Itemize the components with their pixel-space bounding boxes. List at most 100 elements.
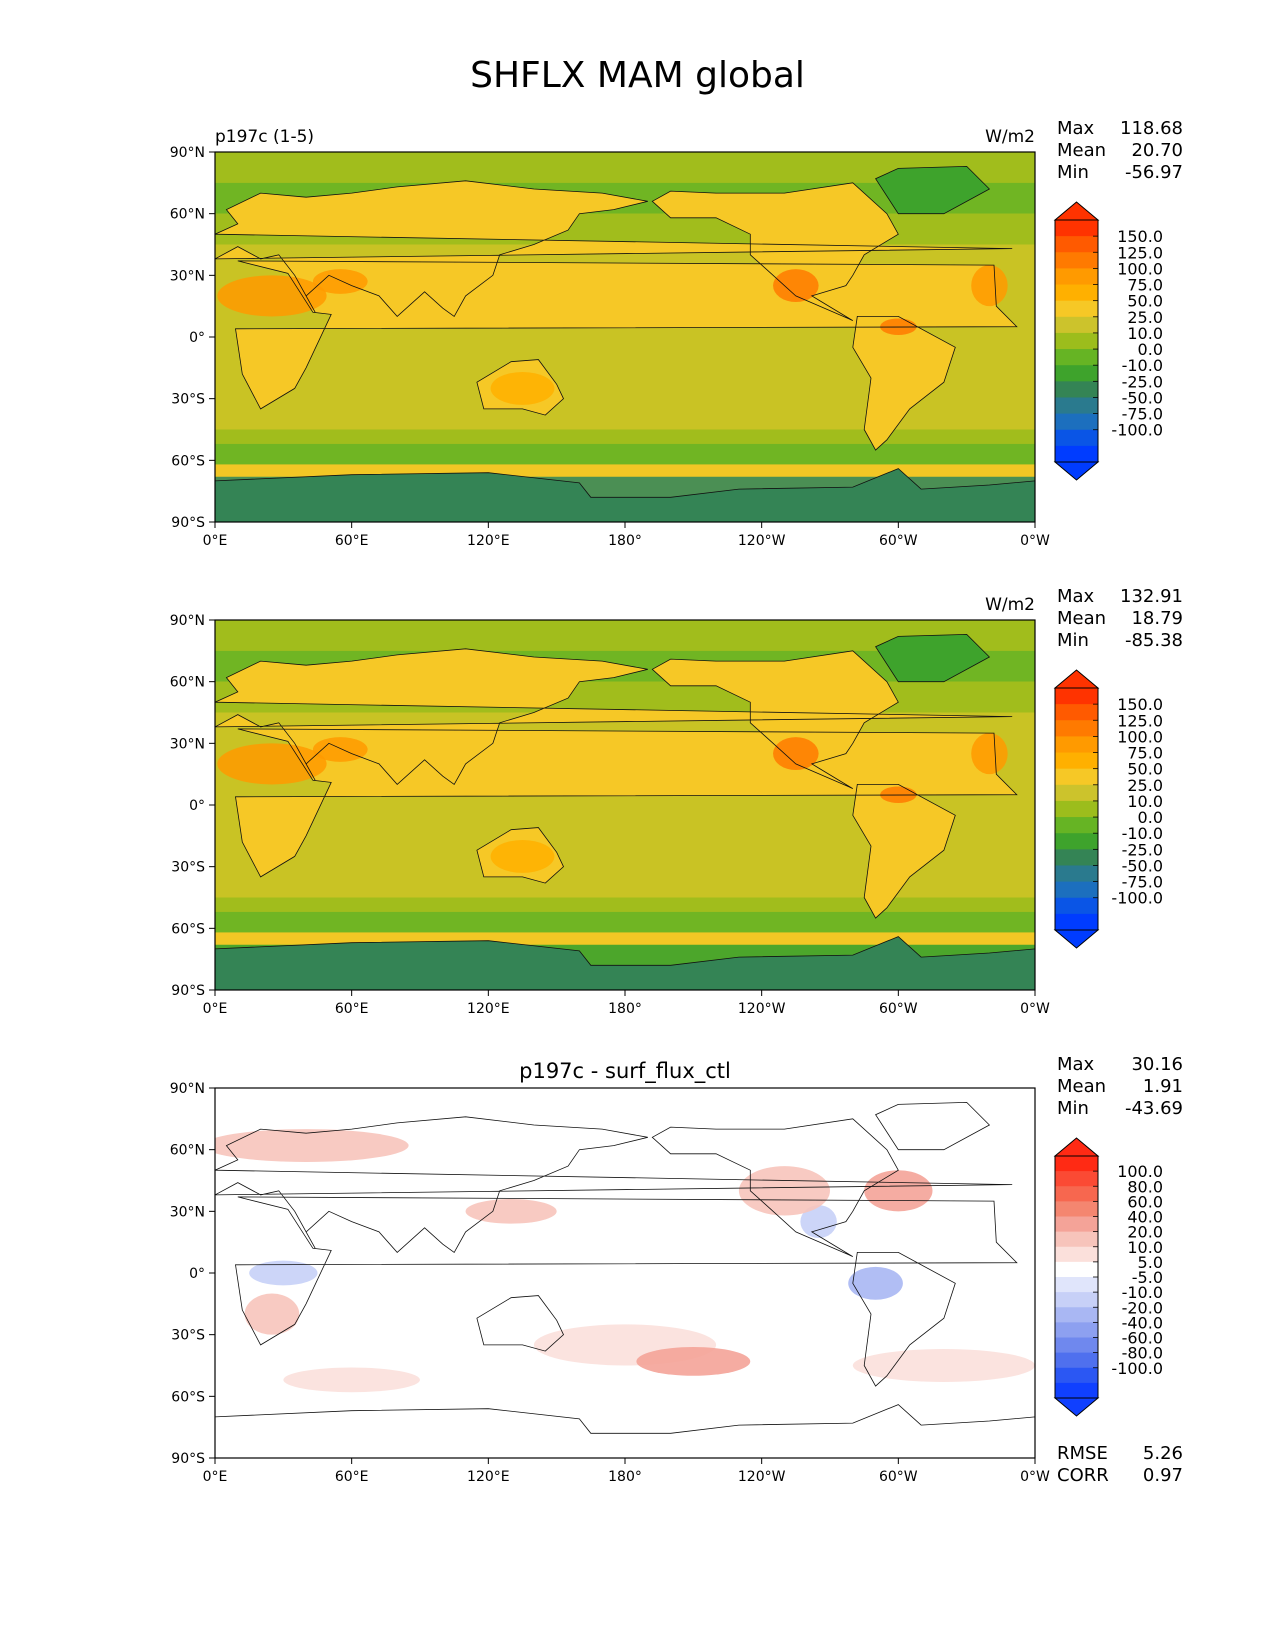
diff-blob — [738, 1166, 830, 1216]
hotspot — [971, 265, 1008, 307]
lat-band — [215, 443, 1035, 465]
colorbar-swatch — [1055, 365, 1098, 382]
colorbar-swatch — [1055, 284, 1098, 302]
colorbar-frame — [1054, 219, 1099, 463]
colorbar-swatch — [1055, 1307, 1098, 1323]
colorbar-swatch — [1055, 300, 1098, 318]
colorbar-tick-label: 80.0 — [1127, 1177, 1163, 1196]
colorbar-swatch — [1055, 913, 1098, 931]
coastline — [476, 827, 564, 884]
land-fill — [852, 316, 956, 451]
colorbar-swatch — [1055, 1277, 1098, 1293]
land-fill — [215, 180, 1013, 317]
lon-label: 0°E — [203, 533, 228, 549]
stat-value: 1.91 — [1143, 1076, 1183, 1097]
hotspot — [490, 371, 555, 405]
coastline — [215, 1404, 1035, 1458]
lon-label: 120°E — [467, 533, 510, 549]
coastline — [651, 182, 899, 321]
land-fill — [215, 648, 1013, 785]
lat-label: 60°S — [171, 921, 205, 937]
colorbar-swatch — [1055, 1201, 1098, 1217]
lat-label: 90°S — [171, 515, 205, 531]
colorbar-swatch — [1055, 897, 1098, 915]
colorbar-tick-label: 100.0 — [1117, 727, 1163, 746]
colorbar-swatch — [1055, 429, 1098, 447]
lat-band — [215, 429, 1035, 444]
lon-label: 60°W — [879, 533, 918, 549]
lat-band — [215, 911, 1035, 933]
colorbar-tick-label: 25.0 — [1127, 776, 1163, 795]
colorbar-tick-label: -75.0 — [1122, 873, 1163, 892]
colorbar-tick-label: -25.0 — [1122, 372, 1163, 391]
colorbar-tick-label: 40.0 — [1127, 1208, 1163, 1227]
colorbar-tick-label: 25.0 — [1127, 308, 1163, 327]
lat-label: 90°S — [171, 1451, 205, 1467]
coastline — [651, 650, 899, 789]
colorbar-swatch — [1055, 252, 1098, 269]
coastline — [875, 165, 991, 215]
hotspot — [773, 737, 819, 771]
diff-blob — [215, 1129, 409, 1162]
stat-value: -56.97 — [1125, 162, 1183, 183]
hotspot — [312, 737, 368, 762]
hotspot — [773, 269, 819, 303]
colorbar-tick-label: 5.0 — [1138, 1253, 1163, 1272]
lon-label: 180° — [608, 1001, 642, 1017]
colorbar-swatch — [1055, 1231, 1098, 1248]
stat-label: Max — [1057, 1054, 1095, 1075]
colorbar-tick-label: 75.0 — [1127, 276, 1163, 295]
colorbar-tick-label: -100.0 — [1111, 1359, 1163, 1378]
lat-label: 60°S — [171, 453, 205, 469]
stat-label: Min — [1057, 1098, 1089, 1119]
diff-blob — [283, 1367, 420, 1393]
colorbar-swatch — [1055, 381, 1098, 398]
diff-blob — [800, 1205, 837, 1239]
coastline — [215, 1116, 1013, 1253]
lon-label: 0°W — [1020, 533, 1050, 549]
lat-label: 30°S — [171, 392, 205, 408]
colorbar-tick-label: -20.0 — [1122, 1298, 1163, 1317]
colorbar-swatch — [1055, 1246, 1098, 1263]
coastline — [651, 1118, 899, 1257]
hotspot — [312, 269, 368, 294]
colorbar-swatch — [1055, 332, 1098, 350]
colorbar-tick-label: 60.0 — [1127, 1192, 1163, 1211]
colorbar-over-arrow — [1053, 201, 1100, 221]
stat-label: Max — [1057, 118, 1095, 139]
colorbar-swatch — [1055, 349, 1098, 366]
land-fill — [852, 784, 956, 919]
stat-label: CORR — [1057, 1465, 1109, 1486]
lat-label: 60°N — [170, 1143, 205, 1159]
stat-label: Mean — [1057, 608, 1106, 629]
colorbar-tick-label: 10.0 — [1127, 324, 1163, 343]
colorbar-tick-label: -100.0 — [1111, 421, 1163, 440]
stat-value: 132.91 — [1120, 586, 1183, 607]
stat-value: 0.97 — [1143, 1465, 1183, 1486]
colorbar-tick-label: -40.0 — [1122, 1313, 1163, 1332]
colorbar-swatch — [1055, 1186, 1098, 1202]
colorbar-over-arrow — [1053, 669, 1100, 689]
stat-value: 30.16 — [1131, 1054, 1183, 1075]
stat-label: RMSE — [1057, 1443, 1108, 1464]
lat-label: 60°N — [170, 207, 205, 223]
colorbar-tick-label: 125.0 — [1117, 711, 1163, 730]
hotspot — [217, 743, 327, 785]
stat-label: Mean — [1057, 140, 1106, 161]
colorbar-swatch — [1055, 236, 1098, 253]
colorbar-tick-label: -60.0 — [1122, 1329, 1163, 1348]
colorbar-swatch — [1055, 865, 1098, 883]
lon-label: 180° — [608, 533, 642, 549]
coastline — [215, 936, 1035, 990]
coastline — [852, 316, 956, 451]
colorbar-swatch — [1055, 784, 1098, 802]
stat-label: Mean — [1057, 1076, 1106, 1097]
colorbar-swatch — [1055, 688, 1098, 705]
colorbar-swatch — [1055, 1216, 1098, 1233]
colorbar-tick-label: 50.0 — [1127, 760, 1163, 779]
colorbar-tick-label: 100.0 — [1117, 1162, 1163, 1181]
colorbar-tick-label: -10.0 — [1122, 356, 1163, 375]
coastline — [852, 1252, 956, 1387]
colorbar-under-arrow — [1053, 1397, 1100, 1417]
colorbar-swatch — [1055, 800, 1098, 818]
